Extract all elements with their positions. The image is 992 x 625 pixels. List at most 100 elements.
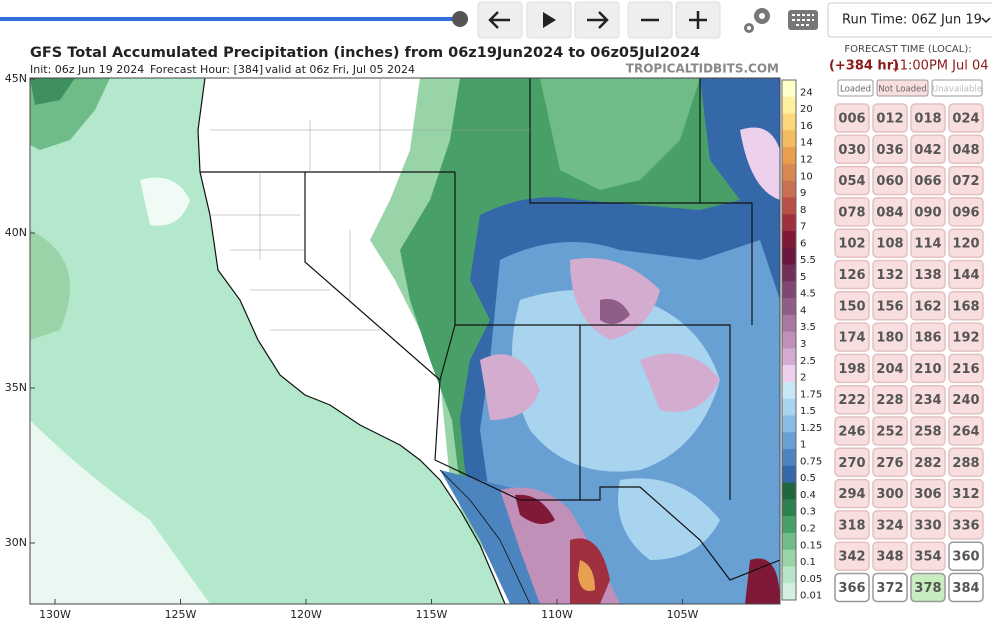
lon-label: 130W [39, 608, 71, 621]
hour-button[interactable]: 336 [948, 510, 984, 540]
hour-label: 342 [838, 550, 865, 565]
hour-button[interactable]: 150 [834, 291, 870, 321]
hour-button[interactable]: 126 [834, 259, 870, 290]
hour-button[interactable]: 228 [872, 384, 908, 415]
hour-button[interactable]: 264 [948, 416, 984, 446]
hour-button[interactable]: 168 [948, 291, 984, 321]
hour-label: 282 [914, 456, 941, 471]
zoom-in-button[interactable] [675, 1, 721, 39]
slider-knob[interactable] [452, 11, 468, 27]
hour-button[interactable]: 324 [872, 510, 908, 540]
hour-button[interactable]: 096 [948, 197, 984, 227]
hour-button[interactable]: 054 [834, 165, 870, 196]
hour-button[interactable]: 072 [948, 165, 984, 196]
hour-button[interactable]: 084 [872, 197, 908, 227]
hour-button-bg [948, 353, 984, 384]
hour-button[interactable]: 186 [910, 322, 946, 352]
hour-button[interactable]: 156 [872, 291, 908, 321]
hour-button[interactable]: 198 [834, 353, 870, 384]
hour-button[interactable]: 222 [834, 384, 870, 415]
hour-button[interactable]: 138 [910, 259, 946, 290]
hour-button[interactable]: 204 [872, 353, 908, 384]
hour-label: 102 [838, 237, 865, 252]
hour-button[interactable]: 108 [872, 228, 908, 258]
hour-button[interactable]: 252 [872, 416, 908, 446]
hour-button[interactable]: 030 [834, 134, 870, 165]
colorbar-segment [782, 298, 796, 316]
hour-button[interactable]: 048 [948, 134, 984, 165]
hour-label: 066 [914, 174, 941, 189]
hour-label: 168 [952, 299, 979, 314]
hour-button[interactable]: 132 [872, 259, 908, 290]
hour-button[interactable]: 288 [948, 447, 984, 478]
hour-label: 120 [952, 237, 979, 252]
hour-button[interactable]: 300 [872, 478, 908, 509]
hour-button[interactable]: 180 [872, 322, 908, 352]
keyboard-icon[interactable] [788, 10, 818, 30]
hour-button[interactable]: 042 [910, 134, 946, 165]
hour-label: 072 [952, 174, 979, 189]
hour-button[interactable]: 120 [948, 228, 984, 258]
hour-button[interactable]: 240 [948, 384, 984, 415]
hour-button-bg [948, 197, 984, 227]
hour-button[interactable]: 066 [910, 165, 946, 196]
hour-label: 288 [952, 456, 979, 471]
hour-button[interactable]: 258 [910, 416, 946, 446]
hour-button[interactable]: 318 [834, 510, 870, 540]
colorbar-label: 4 [800, 305, 806, 316]
hour-button[interactable]: 144 [948, 259, 984, 290]
hour-button[interactable]: 174 [834, 322, 870, 352]
colorbar-label: 20 [800, 104, 813, 115]
hour-button[interactable]: 294 [834, 478, 870, 509]
run-time-select[interactable]: Run Time: 06Z Jun 19 [827, 2, 992, 38]
hour-button[interactable]: 330 [910, 510, 946, 540]
hour-button-bg [872, 447, 908, 478]
hour-button[interactable]: 366 [834, 572, 870, 603]
hour-button-bg [948, 572, 984, 603]
hour-button-bg [834, 134, 870, 165]
hour-button[interactable]: 282 [910, 447, 946, 478]
hour-button[interactable]: 210 [910, 353, 946, 384]
hour-button[interactable]: 192 [948, 322, 984, 352]
hour-button[interactable]: 078 [834, 197, 870, 227]
hour-label: 264 [952, 425, 979, 440]
colorbar-segment [782, 163, 796, 181]
hour-button[interactable]: 270 [834, 447, 870, 478]
hour-button[interactable]: 024 [948, 103, 984, 133]
hour-button-bg [834, 353, 870, 384]
hour-button[interactable]: 018 [910, 103, 946, 133]
hour-button[interactable]: 012 [872, 103, 908, 133]
hour-button[interactable]: 372 [872, 572, 908, 603]
lon-label: 125W [165, 608, 197, 621]
hour-button[interactable]: 276 [872, 447, 908, 478]
colorbar-label: 3.5 [800, 322, 816, 333]
prev-button[interactable] [477, 1, 523, 39]
hour-button-bg [872, 134, 908, 165]
hour-button[interactable]: 246 [834, 416, 870, 446]
colorbar-segment [782, 130, 796, 148]
next-button[interactable] [574, 1, 620, 39]
hour-button[interactable]: 036 [872, 134, 908, 165]
hour-button-bg [910, 103, 946, 133]
settings-icon[interactable] [744, 8, 770, 33]
hour-button[interactable]: 360 [948, 541, 984, 571]
hour-button[interactable]: 348 [872, 541, 908, 571]
hour-button[interactable]: 354 [910, 541, 946, 571]
hour-button[interactable]: 306 [910, 478, 946, 509]
hour-label: 096 [952, 205, 979, 220]
hour-button[interactable]: 384 [948, 572, 984, 603]
hour-button[interactable]: 234 [910, 384, 946, 415]
zoom-out-button[interactable] [627, 1, 673, 39]
hour-button[interactable]: 006 [834, 103, 870, 133]
hour-button[interactable]: 312 [948, 478, 984, 509]
hour-button[interactable]: 342 [834, 541, 870, 571]
hour-button[interactable]: 378 [910, 572, 946, 603]
hour-button[interactable]: 114 [910, 228, 946, 258]
hour-button[interactable]: 090 [910, 197, 946, 227]
hour-button[interactable]: 102 [834, 228, 870, 258]
hour-button[interactable]: 216 [948, 353, 984, 384]
hour-label: 156 [876, 299, 903, 314]
hour-button[interactable]: 060 [872, 165, 908, 196]
play-button[interactable] [526, 1, 572, 39]
hour-button[interactable]: 162 [910, 291, 946, 321]
